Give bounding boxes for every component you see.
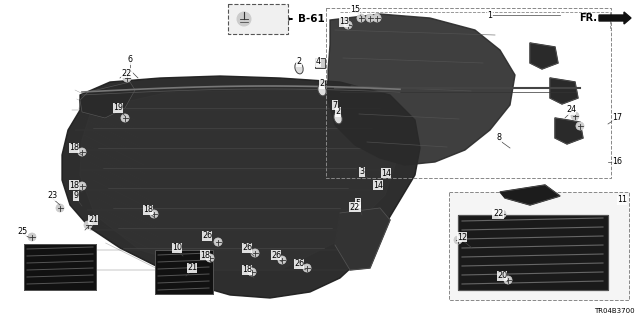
Circle shape: [237, 12, 251, 26]
Text: 18: 18: [200, 250, 210, 259]
Polygon shape: [62, 76, 420, 298]
Text: 14: 14: [381, 168, 391, 177]
Text: 18: 18: [69, 181, 79, 189]
Text: 22: 22: [122, 69, 132, 78]
Ellipse shape: [334, 112, 342, 124]
Text: 18: 18: [242, 265, 252, 275]
Circle shape: [121, 114, 129, 122]
Text: 6: 6: [127, 56, 132, 64]
Circle shape: [150, 210, 158, 218]
Circle shape: [56, 204, 64, 212]
Text: 25: 25: [17, 226, 27, 235]
Text: 15: 15: [350, 5, 360, 14]
Text: FR.: FR.: [579, 13, 597, 23]
Circle shape: [498, 210, 506, 218]
Text: 26: 26: [202, 232, 212, 241]
Bar: [449, 192, 629, 300]
Text: 2: 2: [296, 57, 301, 66]
Text: 22: 22: [493, 210, 503, 219]
Ellipse shape: [295, 62, 303, 74]
Polygon shape: [599, 12, 631, 24]
Polygon shape: [500, 185, 560, 205]
Text: 16: 16: [612, 158, 622, 167]
Circle shape: [303, 264, 311, 272]
Circle shape: [454, 236, 462, 244]
Polygon shape: [335, 208, 390, 270]
Circle shape: [373, 14, 381, 22]
Text: 19: 19: [113, 103, 123, 113]
Circle shape: [571, 112, 579, 120]
Circle shape: [344, 21, 352, 29]
Text: 23: 23: [47, 191, 57, 201]
Bar: [155, 250, 213, 294]
Polygon shape: [550, 78, 578, 104]
Polygon shape: [328, 14, 515, 165]
Text: 2: 2: [335, 108, 340, 116]
Bar: [24, 244, 96, 290]
Text: 26: 26: [271, 250, 281, 259]
Circle shape: [206, 254, 214, 262]
Text: B-61: B-61: [298, 14, 324, 24]
Polygon shape: [530, 43, 558, 69]
Polygon shape: [80, 82, 135, 118]
Circle shape: [576, 122, 584, 130]
Text: 11: 11: [617, 196, 627, 204]
Text: 24: 24: [566, 106, 576, 115]
Circle shape: [78, 148, 86, 156]
Circle shape: [357, 14, 365, 22]
Text: 22: 22: [350, 203, 360, 211]
Text: 9: 9: [74, 191, 79, 201]
Circle shape: [278, 256, 286, 264]
Polygon shape: [555, 118, 583, 144]
Circle shape: [214, 238, 222, 246]
Text: 4: 4: [316, 57, 321, 66]
Text: 5: 5: [355, 198, 360, 207]
Ellipse shape: [318, 84, 326, 96]
Text: 2: 2: [319, 79, 324, 88]
Text: 3: 3: [360, 167, 365, 176]
Text: 13: 13: [339, 18, 349, 26]
Text: TR04B3700: TR04B3700: [595, 308, 635, 314]
Bar: [326, 8, 611, 178]
Bar: [228, 4, 288, 34]
Bar: [458, 215, 608, 290]
Text: 26: 26: [294, 259, 304, 269]
Text: 21: 21: [88, 216, 98, 225]
Circle shape: [248, 268, 256, 276]
Text: 8: 8: [497, 133, 502, 143]
Bar: [315, 58, 325, 68]
Text: 18: 18: [143, 205, 153, 214]
Text: 12: 12: [457, 233, 467, 241]
Text: 26: 26: [242, 243, 252, 253]
Text: 10: 10: [172, 243, 182, 253]
Circle shape: [28, 233, 36, 241]
Circle shape: [84, 221, 92, 229]
Circle shape: [366, 14, 374, 22]
Polygon shape: [80, 90, 400, 270]
Bar: [458, 215, 608, 290]
Text: 7: 7: [332, 100, 337, 109]
Circle shape: [251, 249, 259, 257]
Text: 1: 1: [488, 11, 493, 19]
Circle shape: [123, 74, 131, 82]
Circle shape: [78, 182, 86, 190]
Bar: [155, 250, 213, 294]
Text: 14: 14: [373, 181, 383, 189]
Text: 18: 18: [69, 144, 79, 152]
Text: 21: 21: [187, 263, 197, 272]
Circle shape: [504, 276, 512, 284]
Text: 20: 20: [497, 271, 507, 280]
Bar: [24, 244, 96, 290]
Text: 17: 17: [612, 114, 622, 122]
